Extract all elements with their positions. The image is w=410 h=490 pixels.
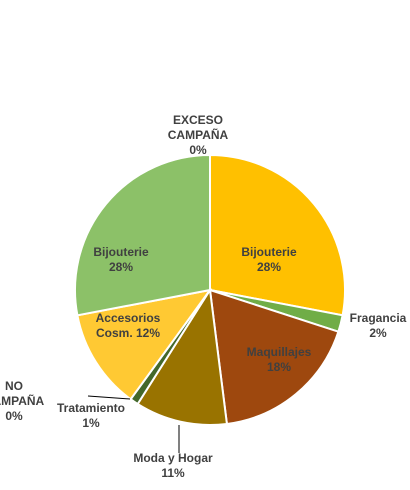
- data-label-line: Maquillajes: [247, 345, 312, 359]
- data-label-line: 28%: [109, 260, 133, 274]
- data-label-line: 0%: [5, 409, 23, 423]
- data-label-line: Cosm. 12%: [96, 326, 160, 340]
- data-label-line: 18%: [267, 360, 291, 374]
- data-label-line: Accesorios: [96, 311, 161, 325]
- data-label: Fragancia 2%: [350, 311, 407, 340]
- data-label-line: Bijouterie: [93, 245, 149, 259]
- data-label: Tratamiento 1%: [57, 401, 125, 430]
- data-label-line: EXCESO: [173, 113, 223, 127]
- pie-slice: [74, 153, 211, 317]
- data-label-line: 2%: [369, 326, 387, 340]
- pie-slice: [209, 153, 346, 317]
- pie-slice: [136, 287, 229, 426]
- leader-line: [87, 395, 131, 400]
- pie-slice: [208, 288, 340, 426]
- data-label-line: CAMPAÑA: [0, 393, 45, 408]
- data-label-line: Tratamiento: [57, 401, 125, 415]
- data-label-line: Moda y Hogar: [133, 451, 213, 465]
- data-label-line: 11%: [161, 466, 185, 480]
- data-label: Moda y Hogar 11%: [133, 451, 213, 480]
- data-label-line: Fragancia: [350, 311, 407, 325]
- data-label-line: NO: [5, 379, 23, 393]
- data-label: Maquillajes 18%: [247, 345, 312, 374]
- data-label-line: 1%: [82, 416, 100, 430]
- data-label-line: 28%: [257, 260, 281, 274]
- data-label: Bijouterie 28%: [93, 245, 149, 274]
- data-label: Accesorios Cosm. 12%: [96, 311, 161, 340]
- data-label-line: 0%: [189, 143, 207, 157]
- data-label: Bijouterie 28%: [241, 245, 297, 274]
- data-label: EXCESO CAMPAÑA 0%: [168, 113, 229, 157]
- data-label-line: CAMPAÑA: [168, 127, 229, 142]
- data-label-line: Bijouterie: [241, 245, 297, 259]
- pie-slice: [76, 288, 213, 401]
- data-label: NOCAMPAÑA0%: [0, 379, 45, 423]
